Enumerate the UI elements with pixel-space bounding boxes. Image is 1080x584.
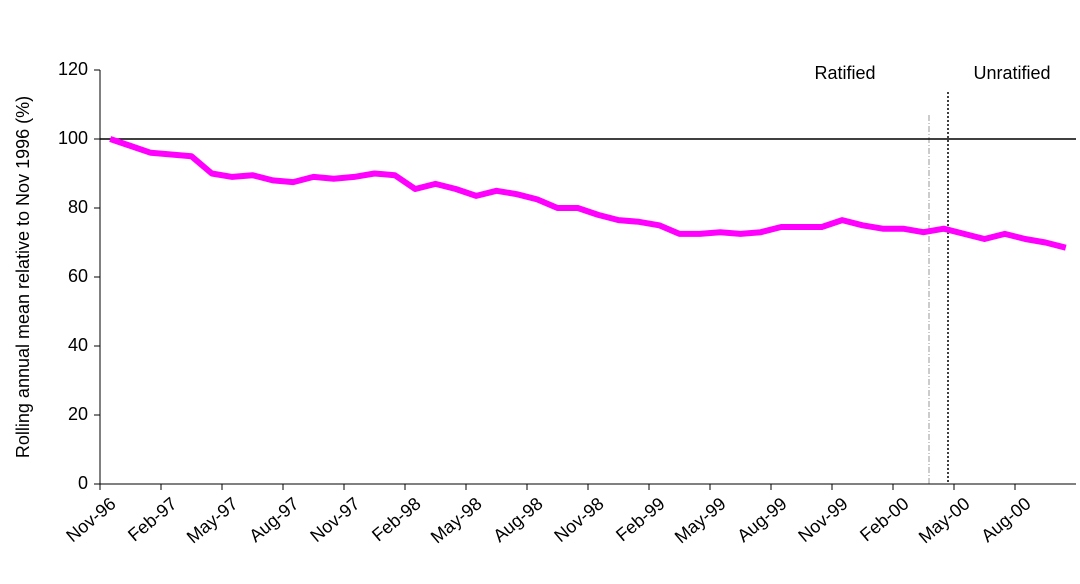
y-tick-label: 40 [68,335,88,355]
x-tick-label: Aug-97 [245,493,302,546]
y-tick-label: 100 [58,128,88,148]
x-tick-label: Feb-00 [856,493,913,545]
y-axis-title: Rolling annual mean relative to Nov 1996… [13,96,33,458]
x-tick-label: Nov-96 [62,493,119,546]
x-tick-label: May-98 [427,493,486,547]
y-tick-label: 20 [68,404,88,424]
y-tick-label: 0 [78,473,88,493]
x-tick-label: Feb-97 [124,493,181,545]
annotation: Unratified [973,63,1050,83]
x-tick-label: May-99 [671,493,730,547]
x-tick-label: Nov-98 [550,493,607,546]
y-tick-label: 80 [68,197,88,217]
x-tick-label: Nov-97 [306,493,363,546]
x-tick-label: Aug-99 [733,493,790,546]
y-tick-label: 120 [58,59,88,79]
x-tick-label: Feb-98 [368,493,425,545]
x-tick-label: Aug-00 [977,493,1034,546]
x-tick-label: May-97 [183,493,242,547]
x-tick-label: Nov-99 [794,493,851,546]
x-tick-label: Aug-98 [489,493,546,546]
x-tick-label: May-00 [915,493,974,547]
data-line [109,136,1067,251]
annotation: Ratified [814,63,875,83]
x-tick-label: Feb-99 [612,493,669,545]
y-tick-label: 60 [68,266,88,286]
